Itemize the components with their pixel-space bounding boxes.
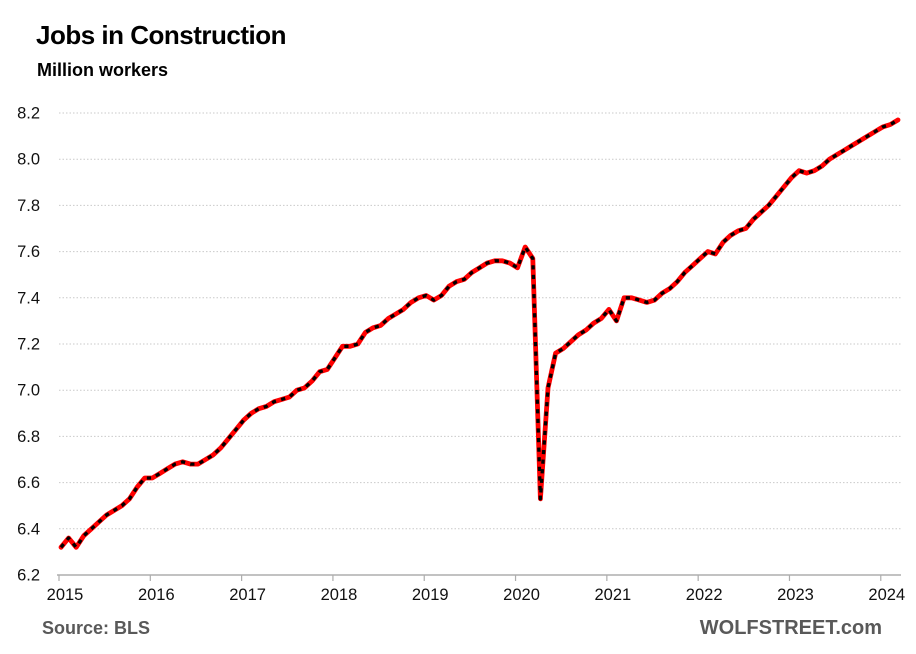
chart-subtitle: Million workers	[37, 60, 169, 80]
x-axis-tick-label: 2021	[594, 586, 631, 604]
source-note: Source: BLS	[42, 618, 151, 638]
x-axis-tick-label: 2018	[321, 586, 358, 604]
y-axis-tick-label: 8.2	[17, 105, 40, 123]
x-axis-tick-label: 2022	[686, 586, 723, 604]
y-axis-tick-label: 7.2	[17, 336, 40, 354]
y-axis-tick-label: 8.0	[17, 151, 40, 169]
y-axis-tick-label: 7.8	[17, 197, 40, 215]
x-axis-tick-label: 2016	[138, 586, 175, 604]
y-axis-tick-label: 6.2	[17, 567, 40, 585]
series-line-red	[58, 117, 901, 550]
x-axis-tick-label: 2015	[47, 586, 84, 604]
y-axis-tick-label: 6.4	[17, 520, 40, 538]
x-axis-tick-label: 2024	[868, 586, 905, 604]
x-axis-tick-label: 2020	[503, 586, 540, 604]
y-axis-tick-label: 7.0	[17, 382, 40, 400]
y-axis-tick-label: 7.6	[17, 243, 40, 261]
watermark: WOLFSTREET.com	[699, 617, 882, 639]
series-line-dashed-overlay	[59, 118, 899, 549]
y-axis-tick-label: 7.4	[17, 289, 40, 307]
y-axis-tick-label: 6.6	[17, 474, 40, 492]
x-axis-tick-label: 2017	[229, 586, 266, 604]
chart-title: Jobs in Construction	[36, 20, 287, 50]
x-axis-tick-label: 2019	[412, 586, 449, 604]
x-axis-tick-label: 2023	[777, 586, 814, 604]
y-axis-tick-label: 6.8	[17, 428, 40, 446]
